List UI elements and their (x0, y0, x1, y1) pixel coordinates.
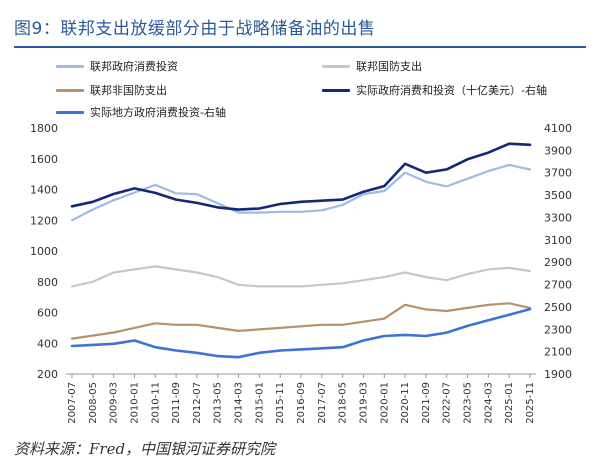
x-tick-label: 2009-03 (109, 382, 120, 424)
x-tick-label: 2020-01 (379, 382, 390, 424)
legend-swatch (322, 88, 350, 92)
legend-item: 实际政府消费和投资（十亿美元）-右轴 (322, 82, 547, 98)
title-underline (14, 46, 586, 48)
y-tick-label-right: 3700 (544, 167, 572, 180)
legend-swatch (322, 64, 350, 68)
y-tick-label-right: 2500 (544, 301, 572, 314)
x-tick-label: 2020-11 (400, 382, 411, 424)
legend-label: 实际地方政府消费投资-右轴 (90, 106, 226, 119)
x-tick-label: 2010-01 (129, 382, 140, 424)
y-tick-label-left: 800 (37, 276, 58, 289)
y-tick-label-left: 200 (37, 368, 58, 381)
legend-label: 联邦非国防支出 (90, 84, 167, 97)
x-tick-label: 2008-05 (88, 382, 99, 424)
x-tick-label: 2021-09 (421, 382, 432, 424)
y-tick-label-left: 1800 (30, 122, 58, 135)
legend: 联邦政府消费投资 联邦国防支出 联邦非国防支出 实际政府消费和投资（十亿美元）-… (0, 50, 600, 120)
x-tick-label: 2015-01 (254, 382, 265, 424)
source-note: 资料来源：Fred，中国银河证券研究院 (14, 440, 276, 458)
x-tick-label: 2025-01 (504, 382, 515, 424)
series-line-4 (70, 307, 532, 359)
x-tick-label: 2015-11 (275, 382, 286, 424)
y-tick-label-right: 4100 (544, 122, 572, 135)
x-tick-label: 2010-11 (150, 382, 161, 424)
x-tick-label: 2023-05 (463, 382, 474, 424)
y-tick-label-right: 2100 (544, 346, 572, 359)
x-tick-label: 2007-07 (67, 382, 78, 424)
legend-item: 实际地方政府消费投资-右轴 (56, 104, 226, 120)
x-tick-label: 2014-03 (234, 382, 245, 424)
legend-label: 联邦国防支出 (356, 60, 422, 73)
y-tick-label-right: 3900 (544, 144, 572, 157)
x-tick-label: 2013-05 (213, 382, 224, 424)
y-tick-label-right: 3500 (544, 189, 572, 202)
y-tick-label-left: 400 (37, 337, 58, 350)
y-tick-label-right: 3100 (544, 234, 572, 247)
series-line-2 (70, 302, 532, 340)
x-tick-label: 2012-07 (192, 382, 203, 424)
y-tick-label-right: 1900 (544, 368, 572, 381)
x-tick-label: 2018-05 (338, 382, 349, 424)
x-tick-label: 2019-03 (358, 382, 369, 424)
x-tick-label: 2022-07 (442, 382, 453, 424)
y-tick-label-right: 2900 (544, 256, 572, 269)
y-tick-label-right: 2300 (544, 323, 572, 336)
y-tick-label-left: 1200 (30, 214, 58, 227)
y-tick-label-right: 3300 (544, 211, 572, 224)
figure-title: 图9：联邦支出放缓部分由于战略储备油的出售 (14, 19, 376, 39)
legend-swatch (56, 110, 84, 114)
x-tick-label: 2024-03 (483, 382, 494, 424)
series-line-0 (70, 163, 532, 222)
legend-swatch (56, 88, 84, 92)
legend-item: 联邦政府消费投资 (56, 58, 178, 74)
y-tick-label-left: 1000 (30, 245, 58, 258)
series-line-1 (70, 265, 532, 288)
legend-item: 联邦非国防支出 (56, 82, 167, 98)
legend-swatch (56, 64, 84, 68)
y-tick-label-left: 1400 (30, 184, 58, 197)
series-line-3 (70, 142, 532, 211)
x-tick-label: 2017-07 (317, 382, 328, 424)
y-tick-label-left: 1600 (30, 153, 58, 166)
y-tick-label-left: 600 (37, 307, 58, 320)
y-tick-label-right: 2700 (544, 279, 572, 292)
x-tick-label: 2025-11 (525, 382, 536, 424)
legend-label: 联邦政府消费投资 (90, 60, 178, 73)
x-tick-label: 2011-09 (171, 382, 182, 424)
legend-item: 联邦国防支出 (322, 58, 422, 74)
legend-label: 实际政府消费和投资（十亿美元）-右轴 (356, 84, 547, 97)
x-tick-label: 2016-09 (296, 382, 307, 424)
